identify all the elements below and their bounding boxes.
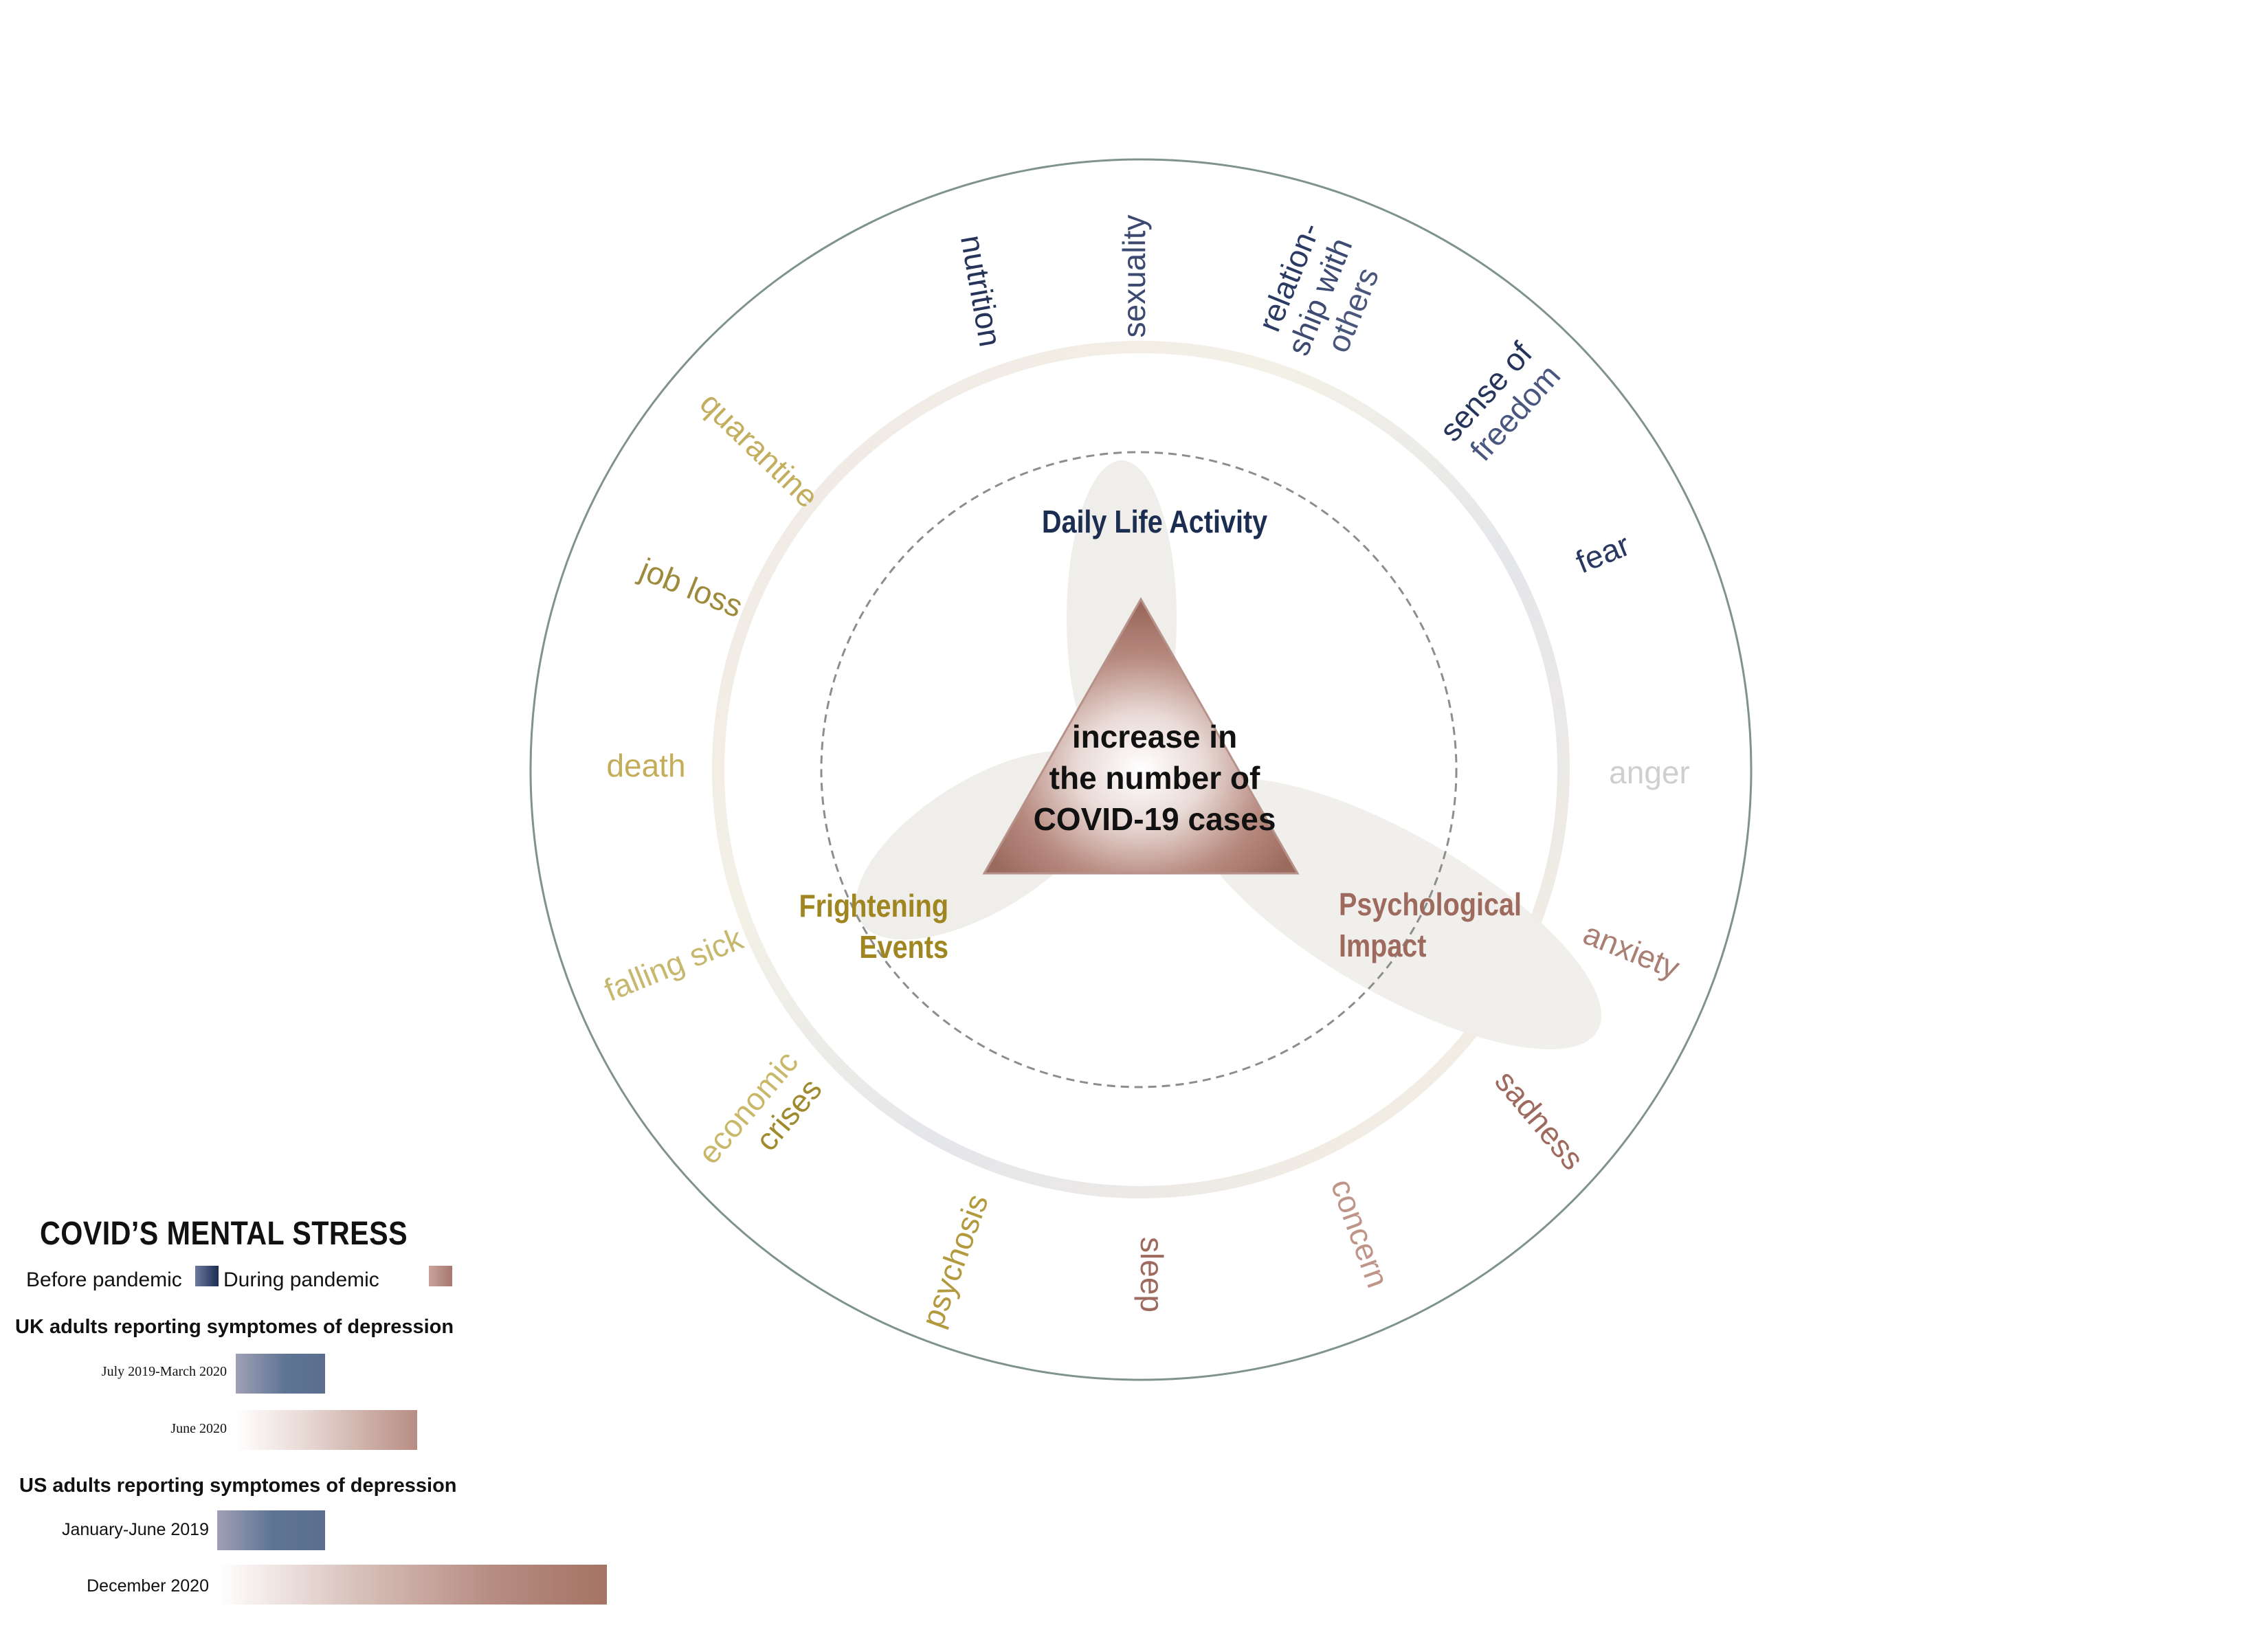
center-triangle: [982, 596, 1300, 875]
us-heading: US adults reporting symptomes of depress…: [19, 1475, 457, 1497]
category-psychological-line-2: Impact: [1339, 928, 1426, 963]
uk-heading: UK adults reporting symptomes of depress…: [15, 1316, 454, 1338]
ring-label-sadness: sadness: [1488, 1063, 1591, 1176]
category-frightening-line-1: Frightening: [799, 888, 948, 924]
uk-bar-label-during: June 2020: [170, 1421, 227, 1436]
ring-label-anger: anger: [1609, 754, 1690, 790]
us-bar-label-during: December 2020: [87, 1576, 209, 1596]
uk-bar-during: [236, 1410, 417, 1450]
panel-title: COVID’S MENTAL STRESS: [40, 1216, 408, 1252]
ring-label-sexuality: sexuality: [1116, 215, 1152, 338]
ring-label-nutrition: nutrition: [954, 232, 1009, 349]
ring-label-relationship: relation- ship with others: [1251, 217, 1386, 360]
us-bar-label-before: January-June 2019: [61, 1520, 209, 1539]
center-text-line-2: the number of: [1049, 760, 1260, 796]
petal-psychological-impact: [1188, 778, 1602, 1050]
ring-label-sleep: sleep: [1134, 1237, 1170, 1312]
ring-label-falling-sick: falling sick: [599, 920, 748, 1008]
ring-label-death: death: [606, 748, 685, 783]
ring-label-concern: concern: [1324, 1174, 1397, 1293]
category-daily-life-activity: Daily Life Activity: [1042, 504, 1267, 539]
legend-before-label: Before pandemic: [26, 1268, 182, 1291]
us-bar-during: [219, 1565, 607, 1605]
ring-label-fear: fear: [1571, 526, 1635, 580]
inner-ring: [712, 341, 1570, 1198]
us-bar-before: [217, 1510, 325, 1550]
center-text-line-3: COVID-19 cases: [1034, 801, 1276, 837]
ring-label-job-loss: job loss: [634, 550, 748, 624]
uk-bar-before: [236, 1354, 325, 1394]
ring-label-economic-crises: economic crises: [691, 1044, 829, 1170]
ring-label-psychosis: psychosis: [914, 1189, 995, 1332]
uk-bar-label-before: July 2019-March 2020: [101, 1364, 227, 1379]
legend-during-swatch: [429, 1266, 452, 1286]
legend-before-swatch: [195, 1266, 219, 1286]
center-text-line-1: increase in: [1072, 719, 1237, 754]
ring-label-anxiety: anxiety: [1579, 915, 1685, 986]
category-frightening-line-2: Events: [859, 930, 948, 965]
outer-circle: [529, 158, 1753, 1381]
dashed-circle: [820, 451, 1458, 1088]
ring-label-quarantine: quarantine: [693, 385, 826, 514]
legend-during-label: During pandemic: [223, 1268, 379, 1291]
category-psychological-line-1: Psychological: [1339, 887, 1522, 922]
ring-label-sense-of-freedom: sense of freedom: [1432, 335, 1567, 468]
